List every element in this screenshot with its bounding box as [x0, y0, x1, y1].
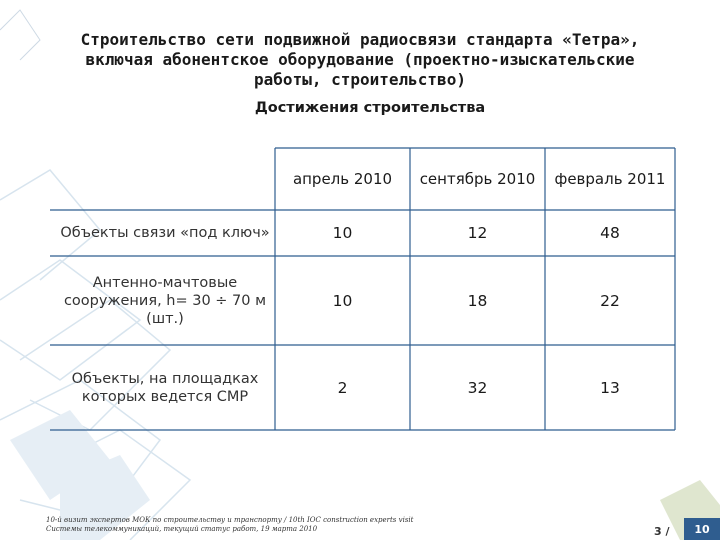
footer-line-1: 10-й визит экспертов МОК по строительств… [46, 516, 414, 524]
row-label-turnkey-objects: Объекты связи «под ключ» [60, 225, 270, 241]
table-cell: 32 [467, 378, 488, 397]
page-number: 3 / [654, 525, 670, 538]
row-label-construction-sites: Объекты, на площадках которых ведется СМ… [71, 370, 259, 405]
table-cell: 10 [332, 224, 353, 242]
table-cell: 12 [467, 224, 488, 242]
row-label-antenna-masts: Антенно-мачтовые сооружения, h= 30 ÷ 70 … [63, 274, 267, 327]
table-cell: 10 [332, 291, 353, 310]
table-cell: 48 [600, 224, 620, 242]
slide-title: Строительство сети подвижной радиосвязи … [10, 30, 710, 90]
page-total-badge: 10 [684, 518, 720, 540]
table-cell: 18 [467, 291, 488, 310]
table-cell: 2 [337, 378, 348, 397]
column-header-september-2010: сентябрь 2010 [419, 169, 536, 188]
table-cell: 13 [600, 378, 620, 397]
footer-text: 10-й визит экспертов МОК по строительств… [46, 516, 413, 534]
footer-line-2: Системы телекоммуникаций, текущий статус… [46, 525, 318, 533]
column-header-february-2011: февраль 2011 [554, 169, 666, 188]
table-cell: 22 [600, 291, 620, 310]
slide-subtitle: Достижения строительства [254, 100, 486, 116]
column-header-april-2010: апрель 2010 [292, 169, 393, 188]
slide-title-line-1: Строительство сети подвижной радиосвязи … [80, 30, 640, 49]
slide-title-line-2: включая абонентское оборудование (проект… [85, 50, 635, 69]
slide-title-line-3: работы, строительство) [254, 70, 466, 89]
